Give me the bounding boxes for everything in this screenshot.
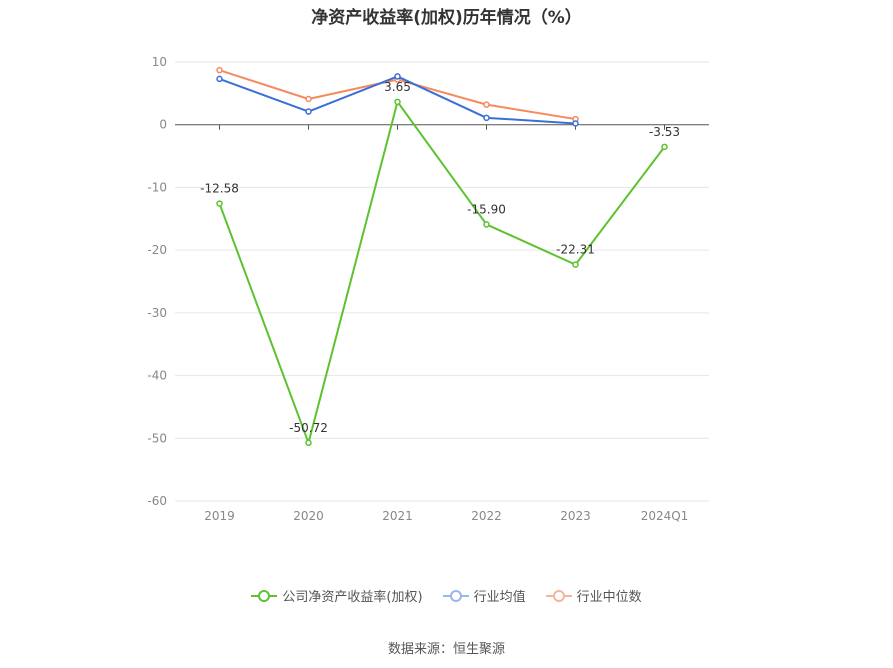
y-tick-label: -50 [147,431,167,445]
data-point [216,66,223,74]
legend-label-industry-median: 行业中位数 [576,590,642,605]
data-point [572,261,579,268]
data-point [394,98,401,106]
x-tick-label: 2024Q1 [641,509,689,523]
y-tick-label: -40 [147,369,167,383]
chart-title: 净资产收益率(加权)历年情况（%） [311,8,582,28]
legend: 公司净资产收益率(加权) 行业均值 行业中位数 [0,586,893,605]
data-label: -12.58 [200,182,239,196]
x-tick-label: 2020 [293,509,324,523]
y-tick-label: -30 [147,306,167,320]
legend-swatch-industry-mean [442,589,469,603]
legend-item-industry-mean[interactable]: 行业均值 [442,586,526,605]
data-point [661,143,668,151]
x-tick-label: 2019 [204,509,235,523]
data-point [216,75,223,83]
data-point [305,108,312,115]
data-point [216,200,223,207]
data-label: -3.53 [649,125,680,139]
data-point [394,73,401,80]
y-tick-label: -60 [147,494,167,508]
x-tick-label: 2023 [560,509,591,523]
data-point [305,95,312,103]
data-point [483,101,490,108]
data-label: 3.65 [384,80,411,94]
legend-item-company[interactable]: 公司净资产收益率(加权) [251,586,423,605]
x-tick-label: 2021 [382,509,413,523]
data-label: -22.31 [556,243,595,257]
y-tick-label: 0 [159,118,167,132]
data-label: -50.72 [289,421,328,435]
legend-swatch-company [251,589,278,603]
y-tick-label: -20 [147,243,167,257]
y-tick-label: 10 [152,55,167,69]
legend-label-company: 公司净资产收益率(加权) [282,590,423,605]
data-point [572,120,579,127]
legend-label-industry-mean: 行业均值 [473,590,526,605]
data-source: 数据来源：恒生聚源 [387,642,505,657]
data-point [483,221,490,228]
legend-item-industry-median[interactable]: 行业中位数 [545,586,642,605]
data-label: -15.90 [467,202,506,216]
y-tick-label: -10 [147,180,167,194]
x-tick-label: 2022 [471,509,502,523]
series-line-0 [218,100,666,444]
data-point [305,439,312,447]
data-point [483,114,490,122]
legend-swatch-industry-median [545,589,572,603]
